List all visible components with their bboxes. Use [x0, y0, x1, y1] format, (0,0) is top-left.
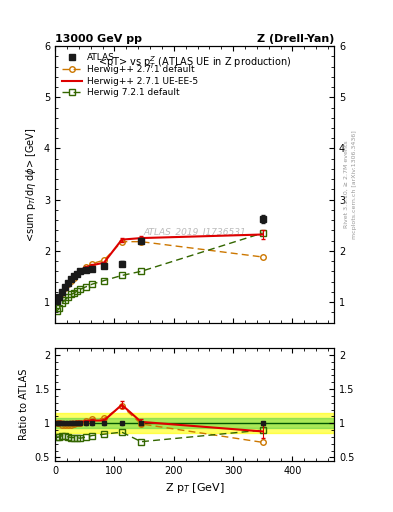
Text: Rivet 3.1.10, ≥ 2.7M events: Rivet 3.1.10, ≥ 2.7M events — [344, 140, 349, 228]
Text: mcplots.cern.ch [arXiv:1306.3436]: mcplots.cern.ch [arXiv:1306.3436] — [352, 130, 357, 239]
Text: <pT> vs p$_T^Z$ (ATLAS UE in Z production): <pT> vs p$_T^Z$ (ATLAS UE in Z productio… — [98, 54, 291, 71]
Text: ATLAS_2019_I1736531: ATLAS_2019_I1736531 — [143, 227, 246, 236]
Legend: ATLAS, Herwig++ 2.7.1 default, Herwig++ 2.7.1 UE-EE-5, Herwig 7.2.1 default: ATLAS, Herwig++ 2.7.1 default, Herwig++ … — [59, 51, 200, 100]
Bar — [55, 418, 334, 428]
Bar — [55, 413, 334, 434]
Y-axis label: <sum p$_T$/d$\eta$ d$\phi$> [GeV]: <sum p$_T$/d$\eta$ d$\phi$> [GeV] — [24, 127, 39, 242]
Text: Z (Drell-Yan): Z (Drell-Yan) — [257, 33, 334, 44]
Y-axis label: Ratio to ATLAS: Ratio to ATLAS — [19, 369, 29, 440]
Text: 13000 GeV pp: 13000 GeV pp — [55, 33, 142, 44]
X-axis label: Z p$_T$ [GeV]: Z p$_T$ [GeV] — [165, 481, 224, 495]
